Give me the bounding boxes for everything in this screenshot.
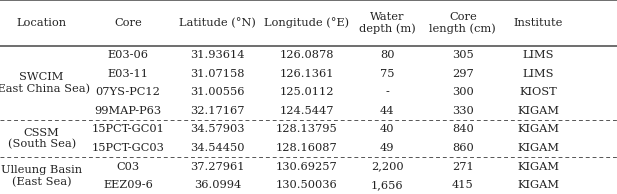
Text: E03-11: E03-11 (107, 68, 149, 79)
Text: 44: 44 (380, 106, 394, 116)
Text: 330: 330 (452, 106, 474, 116)
Text: 130.69257: 130.69257 (276, 162, 338, 172)
Text: 40: 40 (380, 124, 394, 134)
Text: 2,200: 2,200 (371, 162, 404, 172)
Text: Core: Core (114, 18, 142, 28)
Text: 1,656: 1,656 (371, 180, 404, 190)
Text: 305: 305 (452, 50, 474, 60)
Text: LIMS: LIMS (523, 50, 554, 60)
Text: LIMS: LIMS (523, 68, 554, 79)
Text: KIGAM: KIGAM (517, 162, 560, 172)
Text: EEZ09-6: EEZ09-6 (103, 180, 153, 190)
Text: 300: 300 (452, 87, 474, 97)
Text: 32.17167: 32.17167 (190, 106, 245, 116)
Text: 34.54450: 34.54450 (190, 143, 245, 153)
Text: KIOST: KIOST (520, 87, 557, 97)
Text: 49: 49 (380, 143, 394, 153)
Text: 130.50036: 130.50036 (276, 180, 338, 190)
Text: 15PCT-GC01: 15PCT-GC01 (91, 124, 165, 134)
Text: Location: Location (17, 18, 67, 28)
Text: Core
length (cm): Core length (cm) (429, 12, 496, 34)
Text: 860: 860 (452, 143, 474, 153)
Text: CSSM
(South Sea): CSSM (South Sea) (7, 128, 76, 150)
Text: 34.57903: 34.57903 (190, 124, 245, 134)
Text: 15PCT-GC03: 15PCT-GC03 (91, 143, 165, 153)
Text: KIGAM: KIGAM (517, 106, 560, 116)
Text: 125.0112: 125.0112 (280, 87, 334, 97)
Text: KIGAM: KIGAM (517, 180, 560, 190)
Text: 128.16087: 128.16087 (276, 143, 338, 153)
Text: C03: C03 (117, 162, 139, 172)
Text: Water
depth (m): Water depth (m) (359, 12, 415, 34)
Text: Longitude (°E): Longitude (°E) (265, 17, 349, 28)
Text: KIGAM: KIGAM (517, 124, 560, 134)
Text: 415: 415 (452, 180, 474, 190)
Text: -: - (385, 87, 389, 97)
Text: Ulleung Basin
(East Sea): Ulleung Basin (East Sea) (1, 165, 82, 187)
Text: 07YS-PC12: 07YS-PC12 (96, 87, 160, 97)
Text: 297: 297 (452, 68, 474, 79)
Text: 80: 80 (380, 50, 394, 60)
Text: 31.00556: 31.00556 (190, 87, 245, 97)
Text: E03-06: E03-06 (107, 50, 149, 60)
Text: Institute: Institute (513, 18, 563, 28)
Text: 128.13795: 128.13795 (276, 124, 338, 134)
Text: 126.0878: 126.0878 (280, 50, 334, 60)
Text: Latitude (°N): Latitude (°N) (179, 17, 256, 28)
Text: 36.0994: 36.0994 (194, 180, 241, 190)
Text: 37.27961: 37.27961 (190, 162, 245, 172)
Text: 75: 75 (380, 68, 394, 79)
Text: 271: 271 (452, 162, 474, 172)
Text: 31.07158: 31.07158 (190, 68, 245, 79)
Text: 124.5447: 124.5447 (280, 106, 334, 116)
Text: 99MAP-P63: 99MAP-P63 (94, 106, 162, 116)
Text: 840: 840 (452, 124, 474, 134)
Text: 126.1361: 126.1361 (280, 68, 334, 79)
Text: SWCIM
(East China Sea): SWCIM (East China Sea) (0, 72, 90, 94)
Text: KIGAM: KIGAM (517, 143, 560, 153)
Text: 31.93614: 31.93614 (190, 50, 245, 60)
